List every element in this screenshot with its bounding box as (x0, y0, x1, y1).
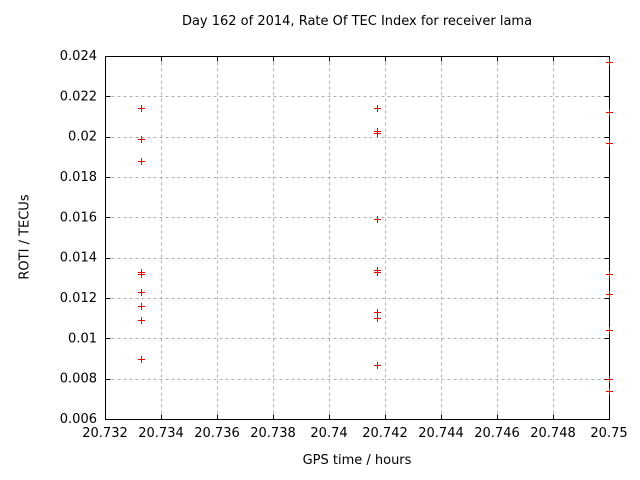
data-point (138, 136, 145, 143)
x-tick-label: 20.746 (474, 426, 520, 441)
y-tick-label: 0.024 (60, 49, 97, 64)
data-point (138, 289, 145, 296)
x-tick-label: 20.734 (138, 426, 184, 441)
x-tick-label: 20.738 (250, 426, 296, 441)
y-tick-label: 0.016 (60, 210, 97, 225)
data-point (138, 271, 145, 278)
x-tick-label: 20.75 (590, 426, 627, 441)
y-tick-label: 0.018 (60, 170, 97, 185)
data-point (374, 130, 381, 137)
x-tick-label: 20.732 (82, 426, 128, 441)
x-axis-label: GPS time / hours (302, 453, 412, 468)
data-point (606, 388, 613, 395)
data-point (138, 317, 145, 324)
x-tick-label: 20.748 (530, 426, 576, 441)
data-point (606, 140, 613, 147)
data-point (606, 291, 613, 298)
x-tick-label: 20.744 (418, 426, 464, 441)
plot-border (105, 56, 610, 420)
y-tick-label: 0.014 (60, 251, 97, 266)
data-point (374, 105, 381, 112)
data-point (138, 158, 145, 165)
y-tick-label: 0.006 (60, 412, 97, 427)
x-tick-label: 20.74 (310, 426, 347, 441)
data-point (374, 315, 381, 322)
data-point (138, 105, 145, 112)
chart-title: Day 162 of 2014, Rate Of TEC Index for r… (181, 14, 533, 29)
x-tick-label: 20.742 (362, 426, 408, 441)
y-tick-label: 0.01 (68, 331, 97, 346)
data-point (606, 376, 613, 383)
data-point (374, 362, 381, 369)
data-point (138, 356, 145, 363)
y-tick-label: 0.012 (60, 291, 97, 306)
data-point (606, 59, 613, 66)
data-point (606, 327, 613, 334)
data-point (606, 109, 613, 116)
data-point (606, 271, 613, 278)
data-point (374, 269, 381, 276)
data-point (374, 216, 381, 223)
y-tick-label: 0.008 (60, 372, 97, 387)
y-tick-label: 0.022 (60, 89, 97, 104)
data-point (138, 303, 145, 310)
data-point (374, 309, 381, 316)
x-tick-label: 20.736 (194, 426, 240, 441)
y-tick-label: 0.02 (68, 130, 97, 145)
